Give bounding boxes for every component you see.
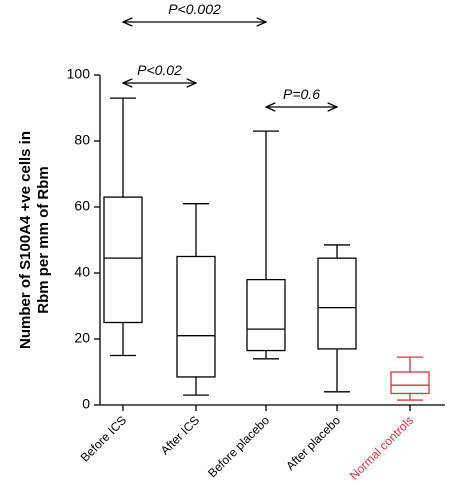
annotation: P=0.6 [283,86,320,102]
y-axis-label: Number of S100A4 +ve cells in [17,131,34,349]
box [390,371,430,395]
y-tick-label: 60 [74,198,90,214]
x-tick-label: Before ICS [78,413,129,464]
annotation: P<0.002 [168,1,221,17]
y-tick-label: 80 [74,132,90,148]
y-tick-label: 20 [74,330,90,346]
box [176,255,216,378]
x-tick-label: Normal controls [347,413,416,482]
y-tick-label: 100 [67,66,91,82]
box [103,196,143,324]
box [246,278,286,352]
x-tick-label: After placebo [283,413,343,473]
y-axis-label: Rbm per mm of Rbm [35,166,52,314]
y-tick-label: 0 [82,396,90,412]
y-tick-label: 40 [74,264,90,280]
box [317,257,357,350]
x-tick-label: After ICS [158,413,202,457]
x-tick-label: Before placebo [205,413,272,480]
annotation: P<0.02 [137,62,182,78]
